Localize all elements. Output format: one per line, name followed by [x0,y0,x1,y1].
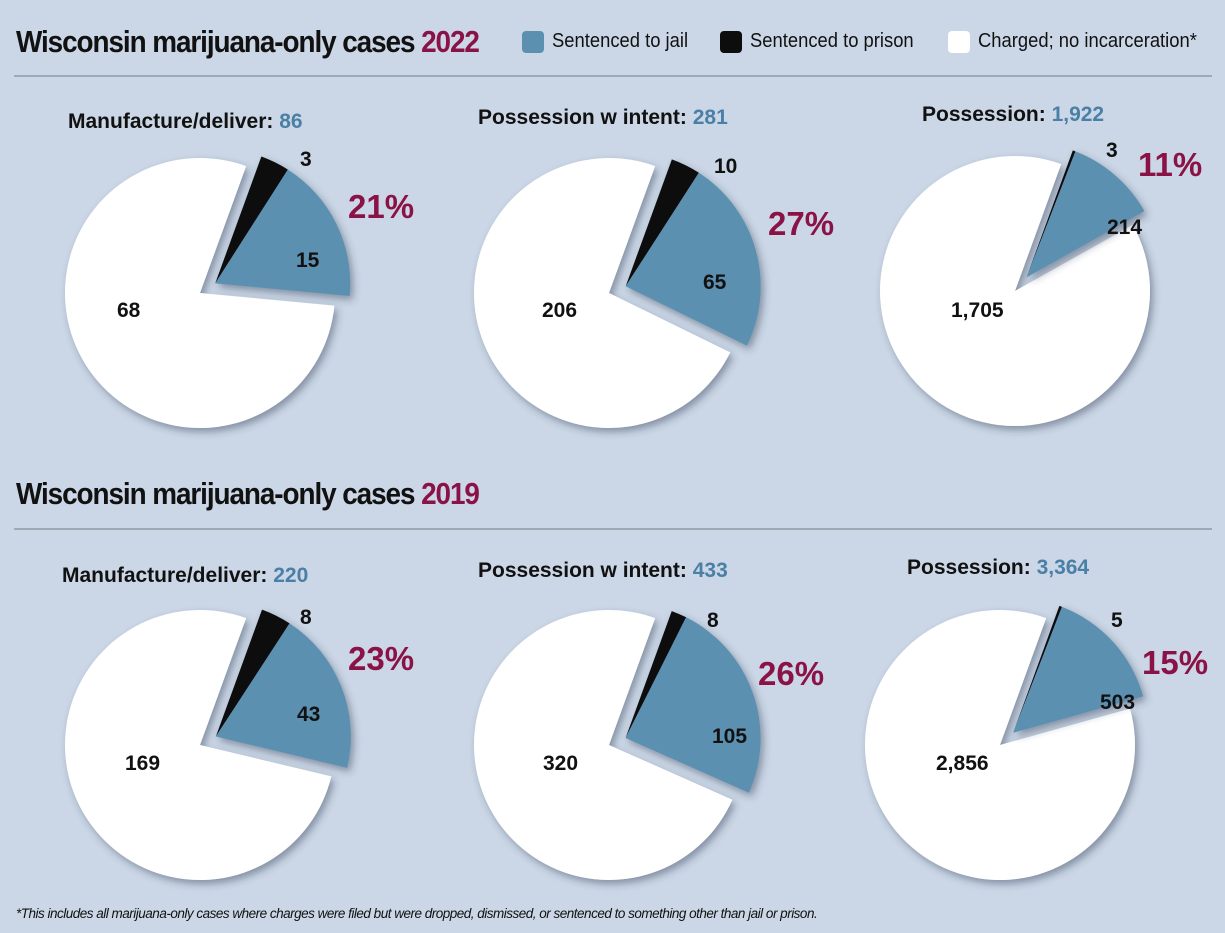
chart-total: 433 [693,559,728,582]
pie-slice-charged [64,157,335,428]
pie-slice-prison [625,159,699,287]
chart-title-label: Possession w intent: [478,559,693,582]
chart-title-label: Manufacture/deliver: [68,110,279,133]
pie-slice-jail [1026,151,1145,278]
incarceration-percent: 26% [758,655,824,692]
footnote: *This includes all marijuana-only cases … [16,906,818,921]
slice-label-jail: 503 [1100,691,1135,714]
slice-label-prison: 5 [1111,609,1123,632]
legend: Sentenced to jail Sentenced to prison Ch… [522,30,1225,53]
pie-slice-charged [64,609,332,880]
section-title-text: Wisconsin marijuana-only cases [16,24,422,59]
chart-title-label: Possession: [907,556,1037,579]
pie-slice-jail [215,623,351,768]
chart-total: 281 [693,106,728,129]
pie-chart: 68 3 15 Manufacture/deliver: 86 21% [64,110,414,428]
slice-label-prison: 8 [300,606,312,629]
chart-total: 1,922 [1052,103,1105,126]
chart-title: Possession w intent: 433 [478,559,728,582]
legend-label: Charged; no incarceration* [977,30,1197,52]
pie-slice-charged [474,157,731,428]
section-year: 2022 [421,24,480,59]
pie-slice-jail [625,172,761,346]
divider [14,528,1212,530]
slice-label-charged: 68 [117,299,141,322]
pie-slice-charged [880,156,1151,427]
legend-item-jail: Sentenced to jail [522,30,700,53]
section-title-2019: Wisconsin marijuana-only cases 2019 [16,476,480,512]
legend-item-prison: Sentenced to prison [719,30,928,53]
chart-total: 3,364 [1037,556,1090,579]
chart-title: Possession: 1,922 [922,103,1104,126]
divider [14,75,1212,77]
pie-slice-prison [625,611,687,738]
slice-label-jail: 105 [712,725,747,748]
legend-swatch-charged [947,30,970,53]
pie-slice-charged [864,609,1135,880]
slice-label-jail: 43 [297,703,320,726]
pie-slice-jail [1013,606,1144,733]
chart-title: Manufacture/deliver: 86 [68,110,303,133]
incarceration-percent: 15% [1142,644,1208,681]
section-year: 2019 [421,476,480,511]
chart-total: 86 [279,110,302,133]
section-title-2022: Wisconsin marijuana-only cases 2022 [16,24,480,60]
pie-slice-prison [1013,605,1063,733]
pie-slice-charged [474,610,733,881]
pie-chart: 1,705 3 214 Possession: 1,922 11% [880,103,1202,427]
slice-label-prison: 3 [300,148,312,171]
pie-chart: 320 8 105 Possession w intent: 433 26% [474,559,824,881]
pie-chart: 169 8 43 Manufacture/deliver: 220 23% [62,564,414,880]
legend-swatch-jail [522,30,544,53]
incarceration-percent: 27% [768,205,834,242]
slice-label-jail: 15 [296,249,320,272]
slice-label-charged: 206 [542,299,577,322]
slice-label-prison: 8 [707,609,719,632]
slice-label-charged: 2,856 [936,752,989,775]
legend-swatch-prison [719,30,742,53]
slice-label-prison: 3 [1106,139,1118,162]
slice-label-prison: 10 [714,155,737,178]
legend-label: Sentenced to jail [552,30,689,52]
incarceration-percent: 11% [1138,146,1202,183]
chart-title: Manufacture/deliver: 220 [62,564,308,587]
legend-label: Sentenced to prison [749,30,914,52]
chart-title-label: Possession: [922,103,1052,126]
chart-title: Possession: 3,364 [907,556,1089,579]
pie-slice-prison [1026,150,1076,278]
slice-label-charged: 1,705 [951,299,1004,322]
slice-label-jail: 65 [703,271,727,294]
slice-label-jail: 214 [1107,216,1142,239]
pie-chart: 2,856 5 503 Possession: 3,364 15% [864,556,1208,880]
pie-slice-prison [215,609,290,737]
incarceration-percent: 23% [348,640,414,677]
pie-slice-prison [215,156,288,284]
section-title-text: Wisconsin marijuana-only cases [16,476,422,511]
legend-item-charged: Charged; no incarceration* [947,30,1216,53]
chart-title-label: Manufacture/deliver: [62,564,273,587]
chart-title: Possession w intent: 281 [478,106,728,129]
slice-label-charged: 169 [125,752,160,775]
pie-chart: 206 10 65 Possession w intent: 281 27% [474,106,834,428]
pie-slice-jail [215,169,351,296]
chart-total: 220 [273,564,308,587]
incarceration-percent: 21% [348,188,414,225]
slice-label-charged: 320 [543,752,578,775]
pie-slice-jail [625,617,761,793]
chart-title-label: Possession w intent: [478,106,693,129]
